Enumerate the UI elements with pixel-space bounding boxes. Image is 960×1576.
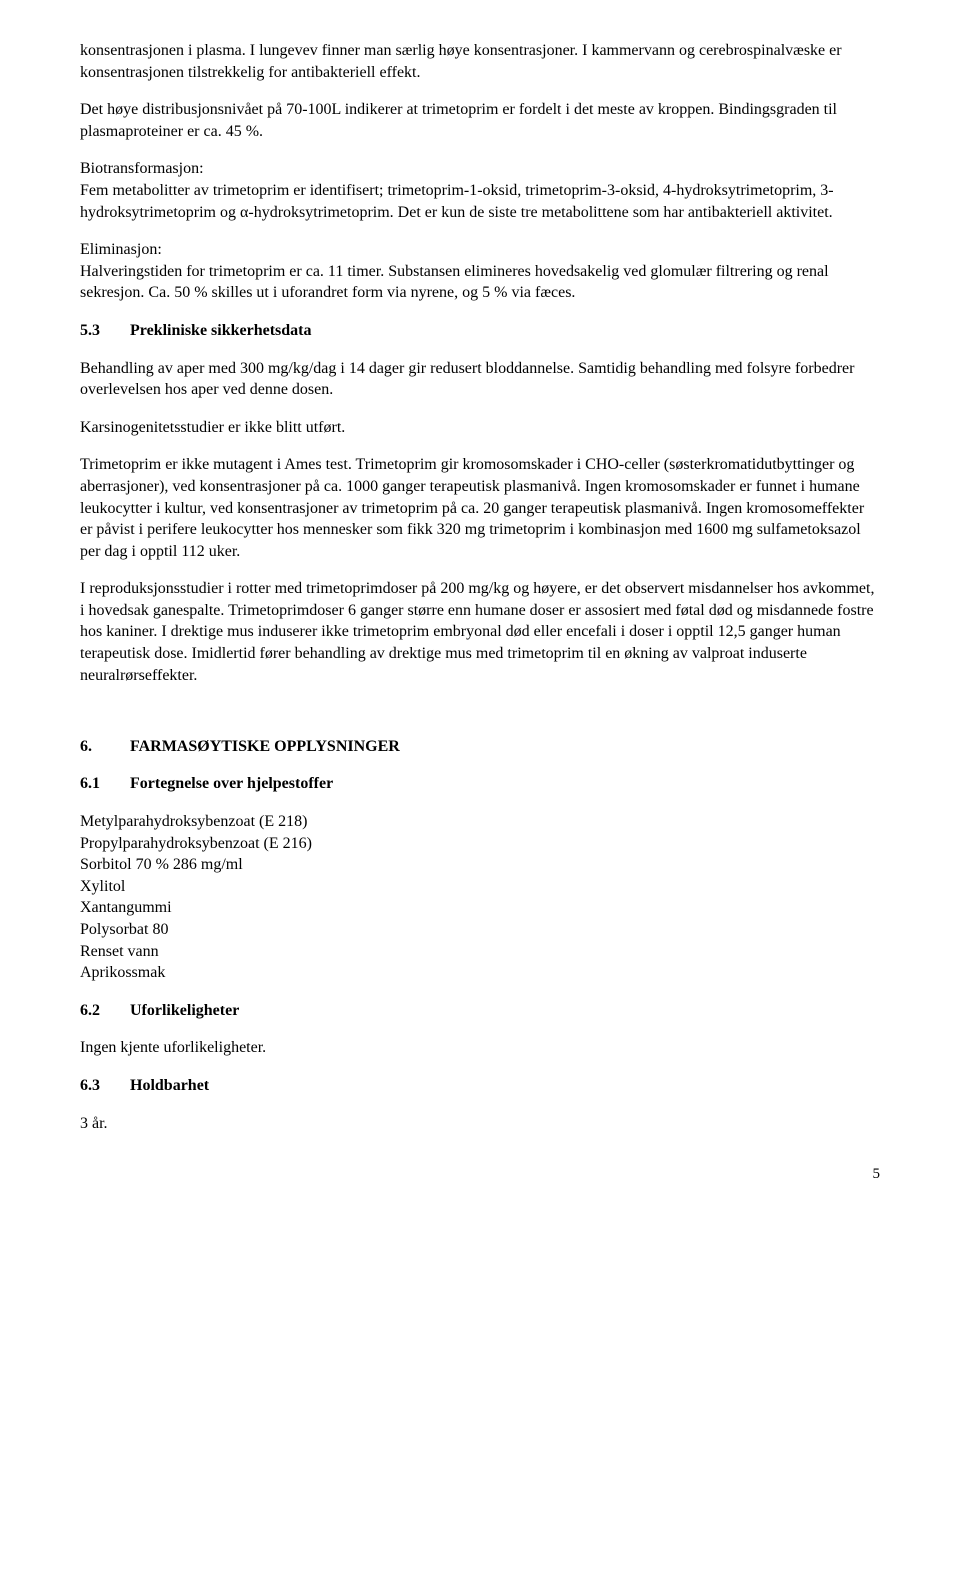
- heading-6-3: 6.3Holdbarhet: [80, 1075, 880, 1097]
- section-number-6-3: 6.3: [80, 1075, 130, 1097]
- paragraph-distribution: Det høye distribusjonsnivået på 70-100L …: [80, 99, 880, 142]
- heading-6-1: 6.1Fortegnelse over hjelpestoffer: [80, 773, 880, 795]
- section-number-6-2: 6.2: [80, 1000, 130, 1022]
- biotransform-text: Fem metabolitter av trimetoprim er ident…: [80, 182, 834, 221]
- heading-6: 6.FARMASØYTISKE OPPLYSNINGER: [80, 736, 880, 758]
- paragraph-biotransform: Biotransformasjon: Fem metabolitter av t…: [80, 158, 880, 223]
- section-number-5-3: 5.3: [80, 320, 130, 342]
- excipient-item: Polysorbat 80: [80, 919, 880, 941]
- excipient-item: Renset vann: [80, 941, 880, 963]
- elimination-text: Halveringstiden for trimetoprim er ca. 1…: [80, 263, 829, 302]
- section-title-6: FARMASØYTISKE OPPLYSNINGER: [130, 738, 400, 755]
- excipient-item: Propylparahydroksybenzoat (E 216): [80, 833, 880, 855]
- paragraph-holdbarhet: 3 år.: [80, 1113, 880, 1135]
- section-number-6: 6.: [80, 736, 130, 758]
- paragraph-plasma: konsentrasjonen i plasma. I lungevev fin…: [80, 40, 880, 83]
- paragraph-aper: Behandling av aper med 300 mg/kg/dag i 1…: [80, 358, 880, 401]
- paragraph-reproduksjon: I reproduksjonsstudier i rotter med trim…: [80, 578, 880, 686]
- paragraph-elimination: Eliminasjon: Halveringstiden for trimeto…: [80, 239, 880, 304]
- heading-5-3: 5.3Prekliniske sikkerhetsdata: [80, 320, 880, 342]
- excipients-list: Metylparahydroksybenzoat (E 218) Propylp…: [80, 811, 880, 984]
- section-number-6-1: 6.1: [80, 773, 130, 795]
- biotransform-label: Biotransformasjon:: [80, 160, 204, 177]
- excipient-item: Aprikossmak: [80, 962, 880, 984]
- paragraph-uforlikeligheter: Ingen kjente uforlikeligheter.: [80, 1037, 880, 1059]
- section-title-5-3: Prekliniske sikkerhetsdata: [130, 322, 312, 339]
- section-title-6-2: Uforlikeligheter: [130, 1002, 239, 1019]
- excipient-item: Sorbitol 70 % 286 mg/ml: [80, 854, 880, 876]
- paragraph-mutagent: Trimetoprim er ikke mutagent i Ames test…: [80, 454, 880, 562]
- paragraph-karsinogen: Karsinogenitetsstudier er ikke blitt utf…: [80, 417, 880, 439]
- section-title-6-1: Fortegnelse over hjelpestoffer: [130, 775, 333, 792]
- excipient-item: Xylitol: [80, 876, 880, 898]
- page-number: 5: [80, 1164, 880, 1184]
- excipient-item: Xantangummi: [80, 897, 880, 919]
- section-title-6-3: Holdbarhet: [130, 1077, 209, 1094]
- elimination-label: Eliminasjon:: [80, 241, 162, 258]
- excipient-item: Metylparahydroksybenzoat (E 218): [80, 811, 880, 833]
- heading-6-2: 6.2Uforlikeligheter: [80, 1000, 880, 1022]
